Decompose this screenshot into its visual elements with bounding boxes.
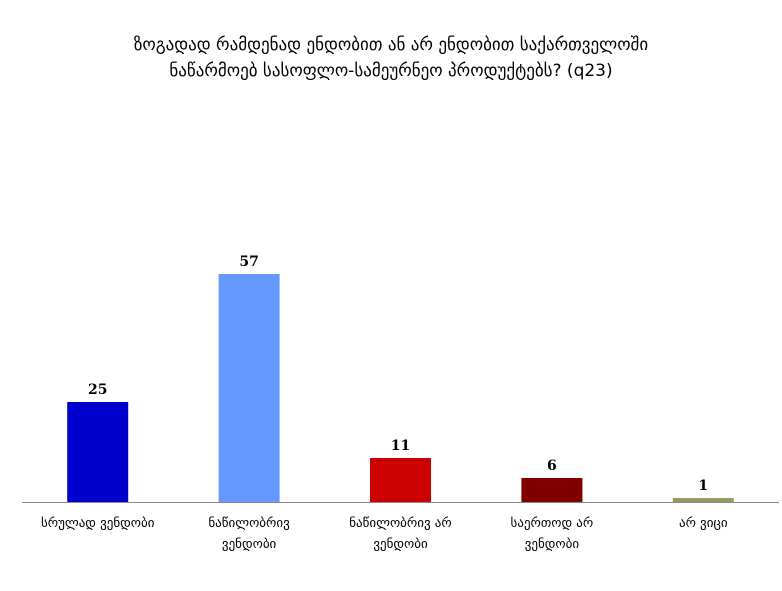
category-label-4-line-2: ვენდობი xyxy=(525,537,580,552)
data-label-3: 11 xyxy=(391,438,410,454)
data-label-5: 1 xyxy=(698,478,708,494)
category-label-3-line-2: ვენდობი xyxy=(373,537,428,552)
bar-3 xyxy=(370,458,431,502)
bar-2 xyxy=(218,274,280,502)
category-label-2-line-1: ნაწილობრივ xyxy=(208,516,289,531)
category-label-4-line-1: საერთოდ არ xyxy=(511,516,594,531)
category-label-3-line-1: ნაწილობრივ არ xyxy=(349,516,451,531)
chart-title: ზოგადად რამდენად ენდობით ან არ ენდობით ს… xyxy=(0,32,782,84)
chart-title-line-2: ნაწარმოებ სასოფლო-სამეურნეო პროდუქტებს? … xyxy=(169,61,613,81)
category-label-5: არ ვიცი xyxy=(679,516,728,531)
bar-5 xyxy=(672,498,734,502)
bar-4 xyxy=(521,478,583,502)
chart-title-line-1: ზოგადად რამდენად ენდობით ან არ ენდობით ს… xyxy=(133,35,649,55)
category-label-1: სრულად ვენდობი xyxy=(41,516,155,531)
data-label-1: 25 xyxy=(88,382,107,398)
bar-1 xyxy=(67,402,129,502)
data-label-2: 57 xyxy=(239,254,258,270)
category-label-2-line-2: ვენდობი xyxy=(222,537,277,552)
data-label-4: 6 xyxy=(547,458,557,474)
